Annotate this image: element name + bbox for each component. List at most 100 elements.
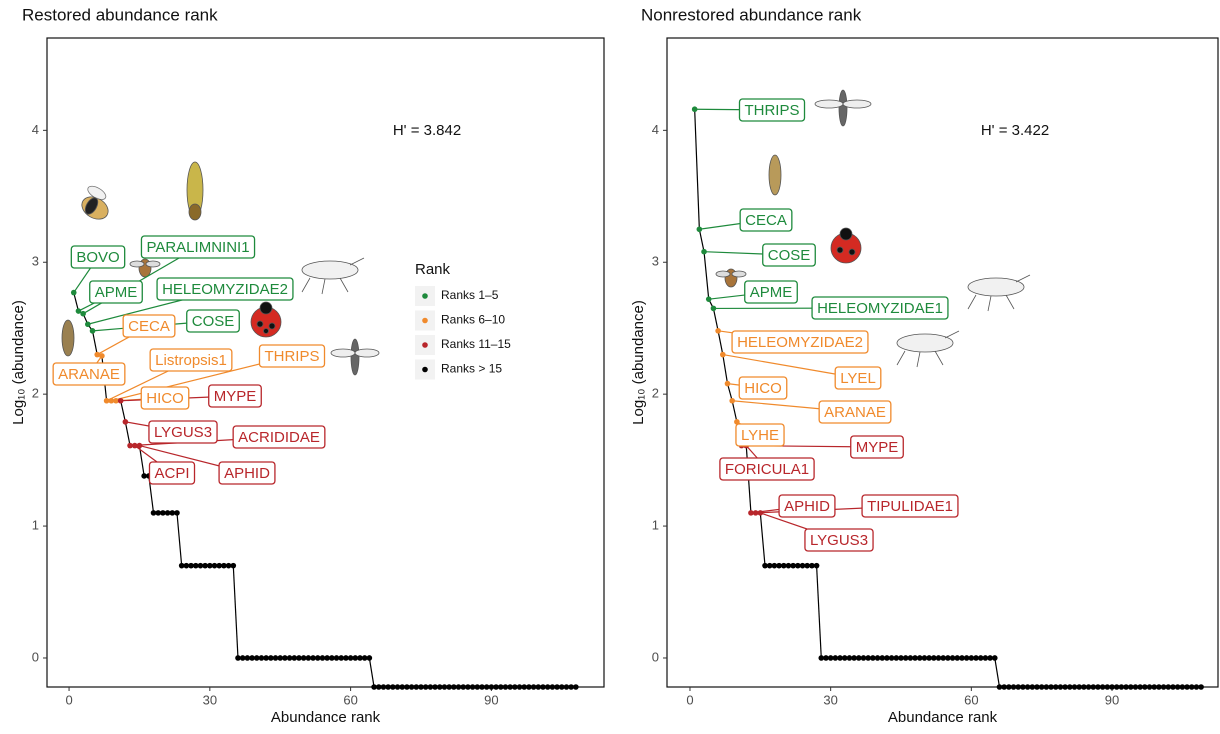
rank-point — [352, 655, 359, 661]
rank-point — [785, 562, 792, 569]
x-tick-label: 60 — [343, 692, 357, 707]
label-text: CECA — [745, 212, 787, 229]
rank-point — [860, 655, 867, 661]
legend-swatch — [422, 342, 428, 348]
y-tick-label: 3 — [32, 254, 39, 269]
label-text: COSE — [768, 247, 811, 264]
chart-title: Nonrestored abundance rank — [641, 5, 862, 24]
rank-point — [1052, 684, 1059, 690]
rank-point — [291, 655, 298, 661]
legend-swatch — [422, 293, 428, 299]
rank-point — [959, 655, 965, 661]
rank-point — [535, 684, 542, 690]
rank-point — [724, 380, 731, 387]
rank-point — [982, 655, 989, 661]
rank-point — [776, 562, 782, 569]
rank-point — [474, 684, 481, 690]
label-box — [149, 348, 233, 372]
rank-point — [286, 655, 293, 661]
label-box — [148, 461, 196, 485]
legend-swatch — [422, 317, 428, 324]
rank-point — [380, 684, 387, 690]
rank-line-segment — [124, 421, 131, 446]
rank-point — [361, 655, 368, 661]
label-text: LYGUS3 — [810, 532, 868, 549]
taxon-label: APME — [744, 280, 798, 304]
rank-point — [169, 510, 176, 516]
rank-point — [884, 655, 890, 661]
rank-point — [70, 289, 77, 296]
label-box — [804, 528, 874, 552]
rank-point — [827, 655, 834, 661]
rank-point — [272, 655, 279, 661]
taxon-label: LYGUS3 — [148, 420, 218, 444]
rank-point — [333, 655, 340, 661]
rank-point — [818, 655, 825, 661]
rank-point — [230, 562, 237, 569]
label-text: BOVO — [76, 249, 119, 266]
label-text: APHID — [784, 498, 830, 515]
rank-point — [502, 684, 509, 690]
rank-point — [479, 684, 485, 690]
chart-title: Restored abundance rank — [22, 5, 218, 24]
rank-point — [1151, 684, 1158, 690]
rank-point — [544, 684, 551, 690]
rank-point — [521, 684, 528, 690]
rank-point — [940, 655, 947, 661]
taxon-label: Listropsis1 — [149, 348, 233, 372]
rank-point — [734, 419, 740, 425]
rank-point — [413, 684, 420, 690]
label-box — [731, 330, 869, 354]
rank-point — [418, 684, 424, 690]
label-box — [735, 423, 785, 447]
x-tick-label: 30 — [203, 692, 217, 707]
rank-point — [188, 562, 194, 569]
legend-label: Ranks 11–15 — [441, 337, 511, 351]
rank-point — [1043, 684, 1050, 690]
rank-point — [441, 684, 448, 690]
rank-point — [893, 655, 900, 661]
rank-point — [85, 321, 91, 328]
legend-swatch — [422, 366, 428, 373]
rank-point — [573, 684, 579, 690]
rank-point — [701, 248, 707, 255]
label-box — [778, 494, 836, 518]
rank-point — [300, 655, 307, 661]
rank-point — [809, 562, 815, 569]
rank-point — [202, 562, 208, 569]
rank-point — [207, 562, 213, 569]
label-text: APME — [750, 284, 793, 301]
rank-point — [136, 442, 143, 449]
rank-point — [973, 655, 979, 661]
rank-point — [771, 562, 778, 569]
x-axis-label: Abundance rank — [271, 709, 381, 726]
insect-illustrations — [61, 89, 1031, 376]
rank-line-segment — [726, 383, 733, 401]
rank-point — [846, 655, 853, 661]
rank-point — [790, 562, 796, 569]
rank-point — [108, 397, 115, 404]
rank-point — [870, 655, 876, 661]
rank-point — [888, 655, 895, 661]
label-text: HICO — [744, 380, 782, 397]
x-tick-label: 0 — [65, 692, 72, 707]
label-box — [140, 386, 190, 410]
rank-point — [530, 684, 537, 690]
rank-point — [1118, 684, 1125, 690]
rank-point — [164, 510, 171, 516]
rank-point — [1029, 684, 1036, 690]
label-text: HELEOMYZIDAE2 — [162, 281, 288, 298]
rank-point — [117, 397, 124, 404]
rank-point — [902, 655, 909, 661]
rank-point — [1198, 684, 1204, 690]
rank-point — [1142, 684, 1148, 690]
y-axis-label: Log₁₀ (abundance) — [10, 300, 27, 425]
label-box — [738, 376, 788, 400]
rank-point — [422, 684, 429, 690]
taxon-label: HICO — [738, 376, 788, 400]
label-text: ACPI — [154, 465, 189, 482]
rank-point — [357, 655, 363, 661]
rank-point — [343, 655, 349, 661]
rank-point — [799, 562, 806, 569]
